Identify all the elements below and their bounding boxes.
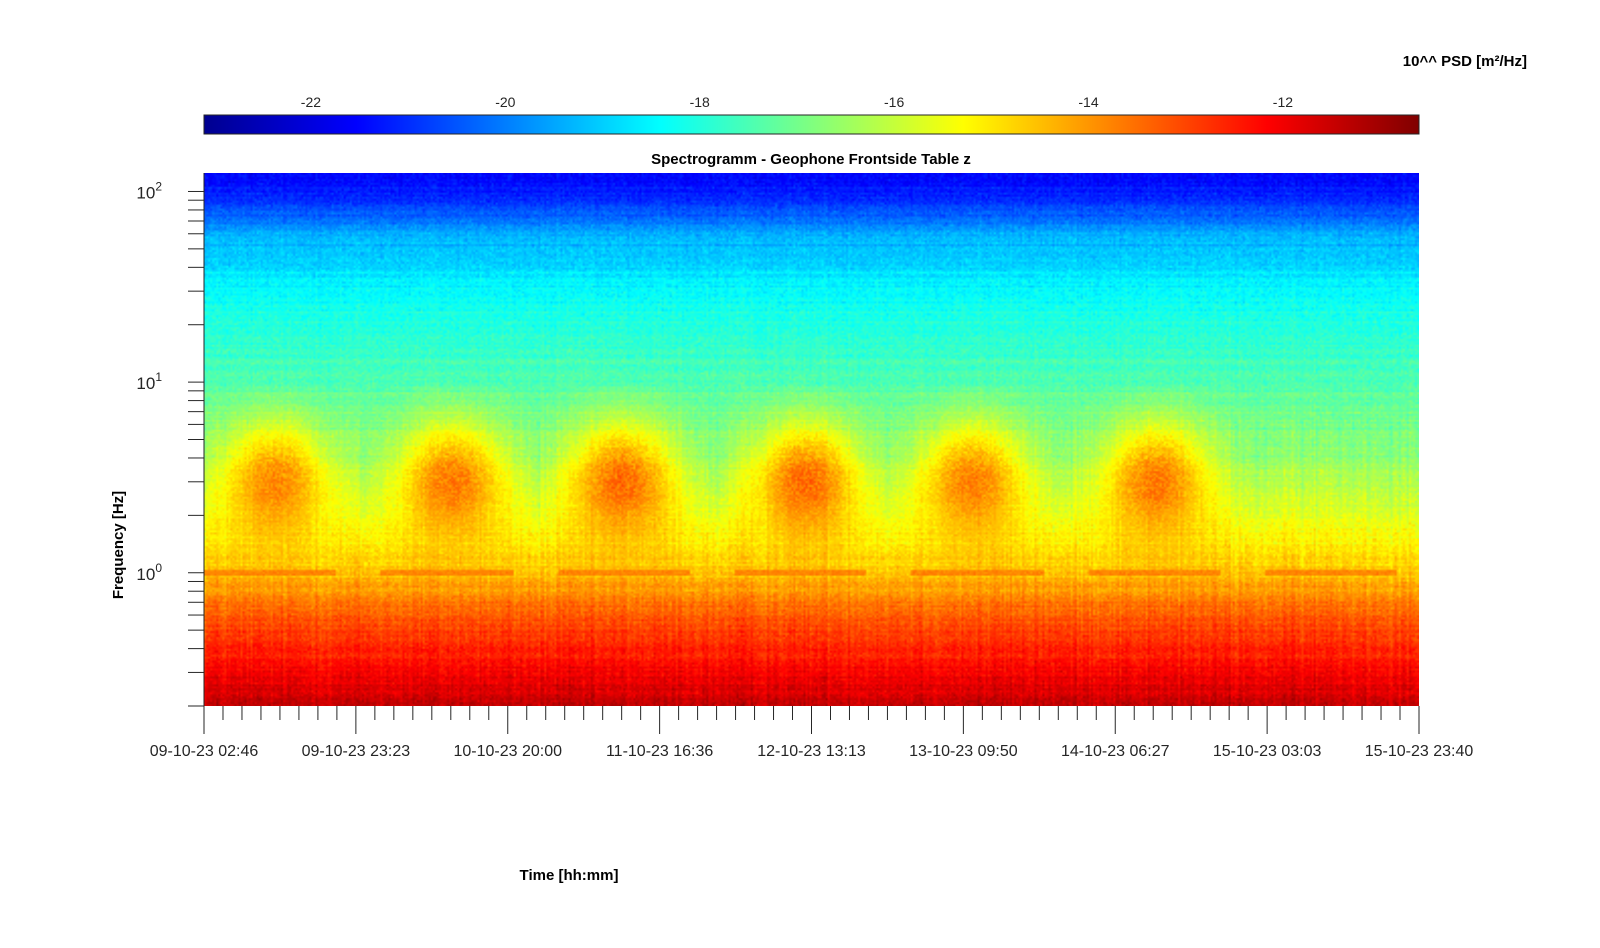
y-tick-exponent: 0 — [155, 561, 162, 575]
y-tick-exponent: 2 — [155, 179, 162, 193]
colorbar-tick-label: -18 — [690, 94, 710, 110]
x-tick-label: 14-10-23 06:27 — [1061, 743, 1170, 760]
x-tick-label: 12-10-23 13:13 — [757, 743, 866, 760]
spectrogram-image — [204, 173, 1419, 706]
y-tick-label: 100 — [136, 561, 162, 584]
colorbar-tick-label: -16 — [884, 94, 904, 110]
x-axis-label: Time [hh:mm] — [520, 867, 619, 884]
spectrogram-heatmap — [204, 173, 1419, 706]
x-tick-label: 13-10-23 09:50 — [909, 743, 1018, 760]
y-tick-base: 10 — [136, 183, 155, 202]
y-tick-base: 10 — [136, 374, 155, 393]
y-axis-label: Frequency [Hz] — [110, 491, 127, 599]
x-tick-label: 11-10-23 16:36 — [606, 743, 713, 760]
colorbar — [203, 114, 1420, 135]
x-tick-label: 15-10-23 23:40 — [1365, 743, 1474, 760]
colorbar-tick-label: -20 — [495, 94, 515, 110]
x-tick-label: 15-10-23 03:03 — [1213, 743, 1322, 760]
colorbar-tick-label: -14 — [1078, 94, 1098, 110]
chart-title: Spectrogramm - Geophone Frontside Table … — [651, 151, 971, 168]
x-tick-label: 10-10-23 20:00 — [453, 743, 562, 760]
colorbar-label: 10^^ PSD [m²/Hz] — [1403, 53, 1527, 70]
y-tick-base: 10 — [136, 565, 155, 584]
x-tick-label: 09-10-23 02:46 — [150, 743, 259, 760]
x-axis: 09-10-23 02:46 09-10-23 23:23 10-10-23 20:… — [150, 706, 1474, 760]
y-tick-exponent: 1 — [155, 370, 162, 384]
y-tick-label: 102 — [136, 179, 162, 202]
colorbar-tick-label: -12 — [1273, 94, 1293, 110]
y-tick-label: 101 — [136, 370, 162, 393]
x-tick-label: 09-10-23 23:23 — [302, 743, 411, 760]
colorbar-tick-label: -22 — [301, 94, 321, 110]
